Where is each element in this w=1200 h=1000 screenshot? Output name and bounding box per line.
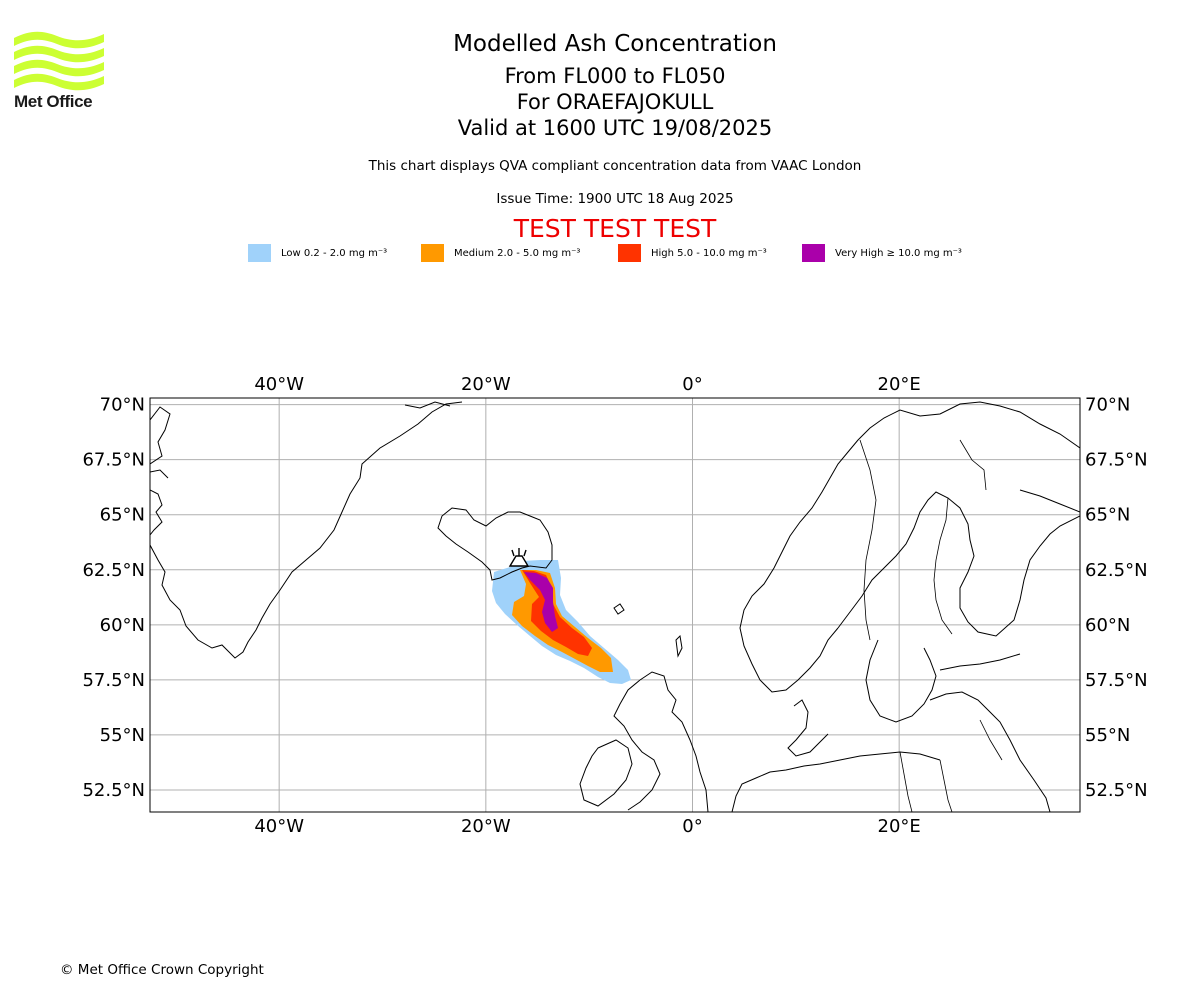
- lat-tick-label-right: 62.5°N: [1085, 560, 1148, 581]
- denmark-coast: [787, 699, 829, 757]
- sweden-finland-coast: [837, 491, 1080, 637]
- lon-tick-label-top: 0°: [682, 374, 702, 395]
- issue-time: Issue Time: 1900 UTC 18 Aug 2025: [496, 191, 734, 207]
- longitude-labels: 40°W 40°W 20°W 20°W 0° 0° 20°E 20°E: [254, 374, 920, 837]
- lon-tick-label-bottom: 0°: [682, 816, 702, 837]
- ireland-coast: [579, 739, 633, 807]
- map-frame: [149, 397, 1081, 813]
- latitude-labels: 70°N 70°N 67.5°N 67.5°N 65°N 65°N 62.5°N 62.5°N…: [82, 395, 1147, 801]
- scotland-coast: [639, 671, 709, 812]
- qva-note: This chart displays QVA compliant concen…: [368, 158, 862, 174]
- faroe-islands: [613, 603, 625, 615]
- country-borders: [859, 439, 1003, 812]
- lon-tick-label-top: 20°E: [878, 374, 921, 395]
- estonia-latvia-coast: [929, 691, 1051, 812]
- legend-label-medium: Medium 2.0 - 5.0 mg m⁻³: [454, 247, 581, 259]
- legend-label-very-high: Very High ≥ 10.0 mg m⁻³: [835, 247, 962, 259]
- volcano-icon: [508, 548, 530, 567]
- legend-item-low: Low 0.2 - 2.0 mg m⁻³: [248, 244, 387, 262]
- lat-tick-label-right: 55°N: [1085, 725, 1130, 746]
- legend-swatch-low: [248, 244, 271, 262]
- ash-very-high-area: [524, 572, 558, 632]
- lat-tick-label-right: 67.5°N: [1085, 450, 1148, 471]
- legend-label-high: High 5.0 - 10.0 mg m⁻³: [651, 247, 767, 259]
- lat-tick-label-right: 60°N: [1085, 615, 1130, 636]
- legend-item-high: High 5.0 - 10.0 mg m⁻³: [618, 244, 767, 262]
- legend-swatch-high: [618, 244, 641, 262]
- chart-title: Modelled Ash Concentration: [453, 31, 777, 57]
- legend-label-low: Low 0.2 - 2.0 mg m⁻³: [281, 247, 388, 259]
- uk-west-coast: [613, 679, 661, 811]
- lat-tick-label-left: 67.5°N: [82, 450, 145, 471]
- greenland-coast: [150, 401, 463, 659]
- lat-tick-label-right: 70°N: [1085, 395, 1130, 416]
- lat-tick-label-left: 62.5°N: [82, 560, 145, 581]
- lat-tick-label-left: 57.5°N: [82, 670, 145, 691]
- norway-coast: [739, 401, 1080, 693]
- lat-tick-label-left: 55°N: [100, 725, 145, 746]
- lat-tick-label-right: 65°N: [1085, 505, 1130, 526]
- legend-item-medium: Medium 2.0 - 5.0 mg m⁻³: [421, 244, 580, 262]
- copyright: © Met Office Crown Copyright: [60, 962, 264, 978]
- lat-tick-label-left: 65°N: [100, 505, 145, 526]
- north-europe-coast: [731, 751, 941, 812]
- legend-swatch-medium: [421, 244, 444, 262]
- coastlines: [150, 401, 1080, 812]
- flight-levels: From FL000 to FL050: [504, 64, 726, 88]
- ash-high-area: [522, 570, 592, 656]
- lat-tick-label-right: 52.5°N: [1085, 780, 1148, 801]
- map-content: [150, 401, 1080, 812]
- legend-item-very-high: Very High ≥ 10.0 mg m⁻³: [802, 244, 962, 262]
- lat-tick-label-left: 60°N: [100, 615, 145, 636]
- lon-tick-label-top: 20°W: [461, 374, 511, 395]
- shetland-islands: [675, 634, 683, 658]
- lon-tick-label-bottom: 20°W: [461, 816, 511, 837]
- kola-peninsula: [1019, 489, 1080, 513]
- graticule: [150, 398, 1080, 812]
- test-banner: TEST TEST TEST: [513, 214, 717, 243]
- lat-tick-label-left: 70°N: [100, 395, 145, 416]
- lat-tick-label-right: 57.5°N: [1085, 670, 1148, 691]
- greenland-north-coast: [404, 401, 451, 409]
- lon-tick-label-bottom: 20°E: [878, 816, 921, 837]
- valid-time: Valid at 1600 UTC 19/08/2025: [457, 116, 773, 140]
- baltic-coast: [865, 639, 1021, 723]
- logo-wordmark: Met Office: [14, 92, 93, 111]
- lon-tick-label-top: 40°W: [254, 374, 304, 395]
- concentration-legend: Low 0.2 - 2.0 mg m⁻³ Medium 2.0 - 5.0 mg…: [0, 244, 1200, 266]
- volcano-name: For ORAEFAJOKULL: [516, 90, 714, 114]
- met-office-logo: [14, 31, 104, 91]
- legend-swatch-very-high: [802, 244, 825, 262]
- lon-tick-label-bottom: 40°W: [254, 816, 304, 837]
- iceland-coast: [437, 507, 553, 581]
- lat-tick-label-left: 52.5°N: [82, 780, 145, 801]
